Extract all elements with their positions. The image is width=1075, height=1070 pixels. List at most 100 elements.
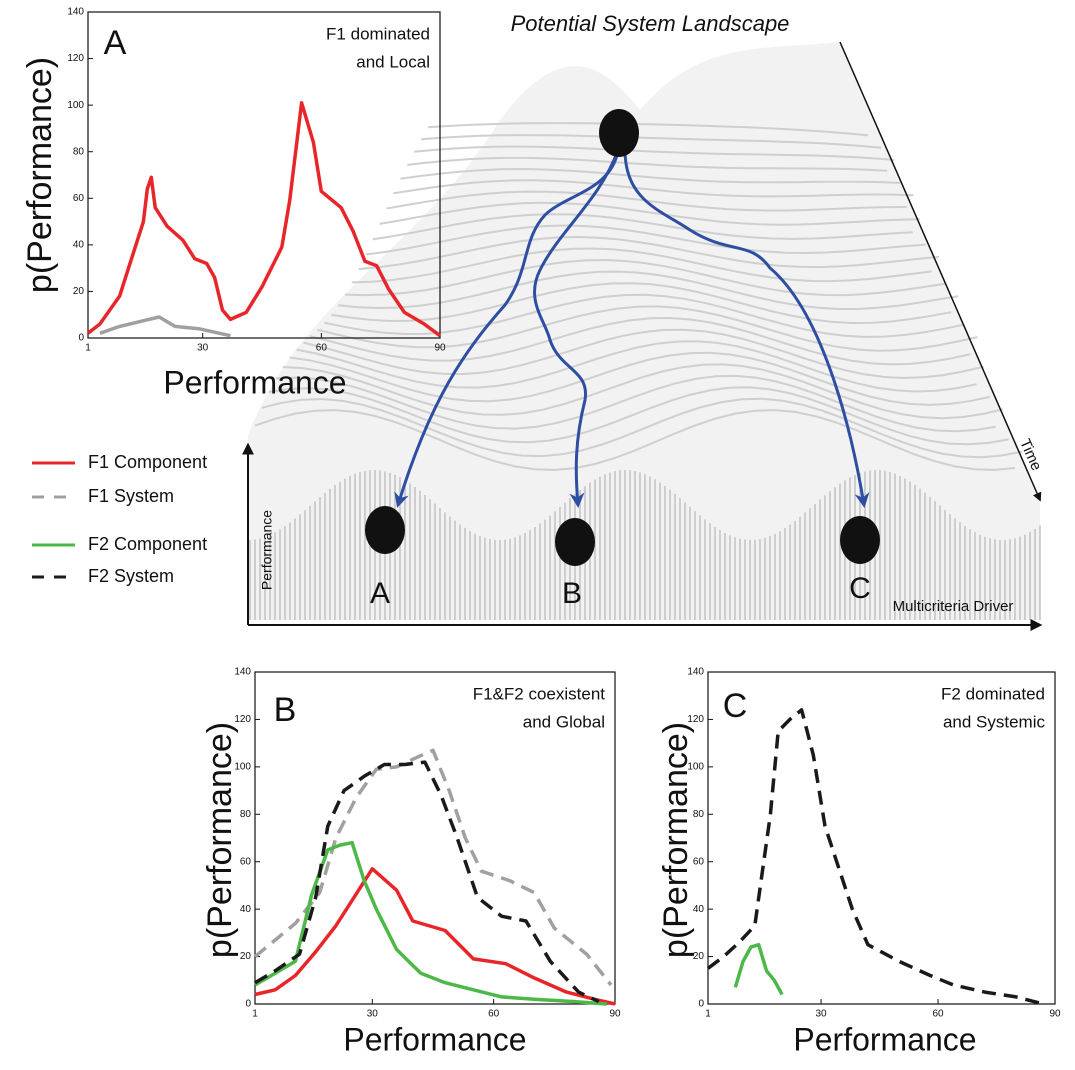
y-tick-label: 60 xyxy=(73,193,85,204)
mesh-line xyxy=(303,328,984,380)
y-tick-label: 140 xyxy=(687,667,704,678)
y-tick-label: 140 xyxy=(234,667,251,678)
mesh-line xyxy=(393,179,914,198)
trajectory xyxy=(394,149,620,508)
y-tick-label: 0 xyxy=(78,333,84,344)
panel-label: A xyxy=(104,24,127,62)
y-tick-label: 80 xyxy=(240,809,252,820)
mesh-line xyxy=(282,363,1003,420)
y-tick-label: 80 xyxy=(73,146,85,157)
y-tick-label: 0 xyxy=(245,999,251,1010)
mesh-line xyxy=(331,282,952,325)
annotation: and Local xyxy=(356,52,430,71)
mesh-line xyxy=(372,213,913,241)
y-axis-label: p(Performance) xyxy=(21,57,59,293)
mesh-line xyxy=(365,224,926,256)
legend-label: F2 System xyxy=(88,566,174,586)
state-ball xyxy=(840,516,880,564)
legend: F1 Component F1 System F2 Component F2 Syst… xyxy=(32,452,207,586)
x-tick-label: 60 xyxy=(932,1009,944,1020)
mesh-line xyxy=(407,156,888,172)
mesh-line xyxy=(400,167,901,184)
legend-label: F2 Component xyxy=(88,534,207,554)
y-tick-label: 40 xyxy=(73,239,85,250)
mesh-line xyxy=(414,145,895,161)
y-tick-label: 0 xyxy=(698,999,704,1010)
y-tick-label: 120 xyxy=(234,714,251,725)
landscape-mesh xyxy=(248,42,1041,620)
mesh-line xyxy=(317,305,978,352)
y-tick-label: 120 xyxy=(67,53,84,64)
y-axis-label: p(Performance) xyxy=(201,722,239,958)
annotation: F1&F2 coexistent xyxy=(473,684,606,703)
state-ball xyxy=(555,518,595,566)
plot-frame xyxy=(254,671,616,1005)
data-line xyxy=(733,942,784,996)
legend-label: F1 System xyxy=(88,486,174,506)
annotation: and Systemic xyxy=(943,712,1046,731)
mesh-line xyxy=(428,122,869,137)
x-tick-label: 90 xyxy=(434,343,446,354)
mesh-line xyxy=(358,235,939,270)
data-line xyxy=(99,315,231,338)
legend-label: F1 Component xyxy=(88,452,207,472)
data-line xyxy=(86,101,442,338)
y-tick-label: 60 xyxy=(693,856,705,867)
mesh-line xyxy=(261,397,1023,459)
y-tick-label: 40 xyxy=(693,904,705,915)
data-line xyxy=(254,867,616,1006)
y-tick-label: 100 xyxy=(687,761,704,772)
state-label: C xyxy=(849,572,871,605)
state-ball xyxy=(599,109,639,157)
annotation: F2 dominated xyxy=(941,684,1045,703)
annotation: and Global xyxy=(523,712,605,731)
x-axis-label: Performance xyxy=(163,364,346,400)
y-tick-label: 100 xyxy=(67,100,84,111)
y-tick-label: 100 xyxy=(234,761,251,772)
y-tick-label: 20 xyxy=(693,951,705,962)
mesh-surface xyxy=(248,42,1040,620)
landscape-title: Potential System Landscape xyxy=(511,11,790,36)
x-tick-label: 90 xyxy=(1049,1009,1061,1020)
mesh-line xyxy=(324,293,965,338)
y-tick-label: 20 xyxy=(240,951,252,962)
landscape-y-label: Performance xyxy=(259,510,275,590)
mesh-line xyxy=(379,201,920,226)
mesh-line xyxy=(296,340,977,393)
mesh-line xyxy=(421,134,882,149)
x-tick-label: 30 xyxy=(197,343,209,354)
mesh-line xyxy=(254,409,1016,471)
y-axis-label: p(Performance) xyxy=(657,722,695,958)
plot-frame xyxy=(87,11,441,339)
y-tick-label: 120 xyxy=(687,714,704,725)
mesh-line xyxy=(344,258,946,297)
mesh-line xyxy=(275,374,996,433)
mesh-line xyxy=(310,316,971,366)
annotation: F1 dominated xyxy=(326,24,430,43)
x-axis-label: Performance xyxy=(343,1021,526,1057)
mesh-line xyxy=(337,270,959,310)
plot-frame xyxy=(707,671,1056,1005)
mesh-line xyxy=(289,351,990,406)
trajectory xyxy=(623,149,870,508)
y-tick-label: 60 xyxy=(240,856,252,867)
data-line xyxy=(706,708,1044,1006)
state-label: A xyxy=(370,577,390,610)
mesh-line xyxy=(351,247,933,284)
x-tick-label: 60 xyxy=(488,1009,500,1020)
data-line xyxy=(253,748,613,987)
x-tick-label: 60 xyxy=(316,343,328,354)
trajectories xyxy=(394,149,870,508)
state-label: B xyxy=(562,577,582,610)
driver-label: Multicriteria Driver xyxy=(893,598,1014,615)
panel-label: B xyxy=(274,691,297,729)
y-tick-label: 80 xyxy=(693,809,705,820)
data-line xyxy=(254,760,600,1004)
data-line xyxy=(254,840,608,1006)
mesh-line xyxy=(268,386,1010,446)
y-tick-label: 140 xyxy=(67,7,84,18)
x-tick-label: 90 xyxy=(609,1009,621,1020)
x-tick-label: 1 xyxy=(85,343,91,354)
x-tick-label: 30 xyxy=(367,1009,379,1020)
